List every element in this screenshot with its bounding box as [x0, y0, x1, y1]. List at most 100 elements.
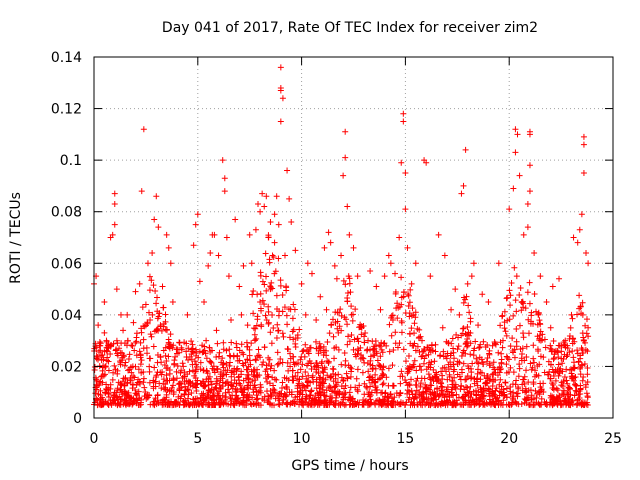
data-point [170, 382, 177, 389]
data-point [231, 377, 238, 384]
data-point [253, 392, 260, 399]
data-point [390, 382, 397, 389]
data-point [107, 397, 114, 404]
data-point [131, 347, 138, 354]
data-point [232, 216, 239, 223]
data-point [240, 262, 247, 269]
data-point [285, 367, 292, 374]
data-point [396, 340, 403, 347]
data-point [241, 391, 248, 398]
data-point [460, 347, 467, 354]
data-point [354, 366, 361, 373]
data-point [476, 344, 483, 351]
data-point [518, 307, 525, 314]
data-point [381, 273, 388, 280]
data-point [525, 316, 532, 323]
data-point [364, 360, 371, 367]
data-point [473, 400, 480, 407]
data-point [251, 331, 258, 338]
data-point [151, 364, 158, 371]
data-point [460, 182, 467, 189]
data-point [315, 370, 322, 377]
data-point [139, 304, 146, 311]
data-point [194, 395, 201, 402]
data-point [185, 356, 192, 363]
data-point [269, 252, 276, 259]
data-point [547, 399, 554, 406]
data-point [365, 391, 372, 398]
plot-frame [93, 56, 614, 419]
data-point [140, 379, 147, 386]
data-point [262, 273, 269, 280]
data-point [208, 402, 215, 409]
data-point [570, 354, 577, 361]
data-point [439, 372, 446, 379]
data-point [277, 118, 284, 125]
data-point [214, 340, 221, 347]
data-point [379, 381, 386, 388]
data-point [525, 330, 532, 337]
data-point [369, 376, 376, 383]
data-point [195, 399, 202, 406]
data-point [558, 348, 565, 355]
data-point [583, 249, 590, 256]
data-point [569, 373, 576, 380]
data-point [257, 389, 264, 396]
data-point [430, 366, 437, 373]
data-point [378, 346, 385, 353]
data-point [366, 374, 373, 381]
data-point [570, 234, 577, 241]
data-point [231, 371, 238, 378]
data-point [207, 348, 214, 355]
data-point [560, 387, 567, 394]
data-point [569, 348, 576, 355]
data-point [471, 375, 478, 382]
data-point [233, 366, 240, 373]
data-point [207, 249, 214, 256]
data-point [296, 401, 303, 408]
data-point [289, 328, 296, 335]
data-point [579, 400, 586, 407]
data-point [228, 379, 235, 386]
data-point [524, 224, 531, 231]
data-point [480, 401, 487, 408]
data-point [342, 382, 349, 389]
data-point [465, 332, 472, 339]
data-point [380, 364, 387, 371]
data-point [162, 326, 169, 333]
data-point [104, 387, 111, 394]
data-point [165, 353, 172, 360]
data-point [564, 345, 571, 352]
data-point [340, 172, 347, 179]
data-point [287, 401, 294, 408]
data-point [179, 360, 186, 367]
data-point [419, 402, 426, 409]
data-point [132, 339, 139, 346]
data-point [151, 402, 158, 409]
data-point [394, 300, 401, 307]
data-point [286, 334, 293, 341]
data-point [132, 363, 139, 370]
data-point [464, 372, 471, 379]
data-point [284, 359, 291, 366]
data-point [244, 397, 251, 404]
data-point [130, 319, 137, 326]
data-point [255, 352, 262, 359]
data-point [376, 362, 383, 369]
data-point [570, 335, 577, 342]
data-point [166, 345, 173, 352]
data-point [306, 358, 313, 365]
data-point [195, 354, 202, 361]
data-point [434, 377, 441, 384]
data-point [140, 375, 147, 382]
data-point [146, 273, 153, 280]
data-point [343, 370, 350, 377]
data-point [386, 348, 393, 355]
data-point [377, 362, 384, 369]
data-point [257, 381, 264, 388]
data-point [393, 305, 400, 312]
data-point [450, 392, 457, 399]
data-point [248, 260, 255, 267]
data-point [284, 345, 291, 352]
